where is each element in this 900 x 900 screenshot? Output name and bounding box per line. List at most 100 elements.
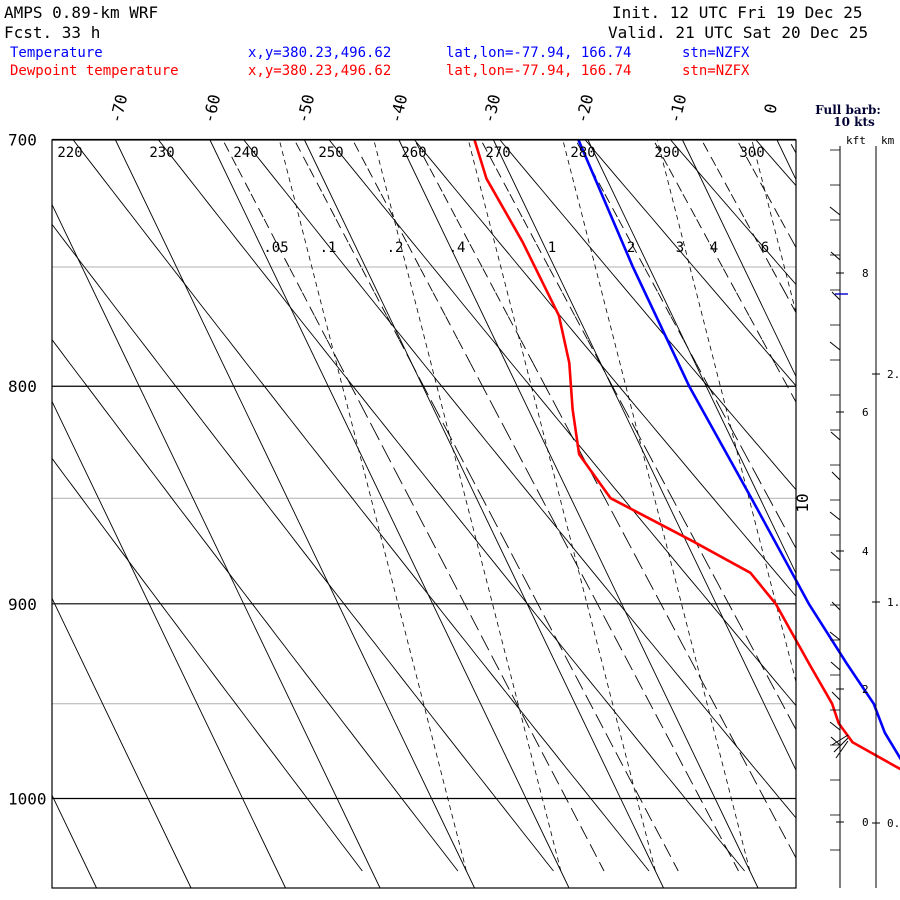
kft-tick-label: 6 (862, 406, 869, 419)
dry-adiabat-line (72, 139, 650, 872)
isotherm-label: -70 (106, 92, 131, 125)
kft-tick-label: 4 (862, 545, 869, 558)
isotherm-line (51, 401, 286, 889)
pressure-label: 700 (8, 131, 37, 150)
mixing-ratio-label: 6 (761, 240, 769, 256)
mixing-ratio-label: .4 (449, 240, 466, 256)
kft-axis-label: kft (846, 134, 866, 147)
legend-dewpoint-latlon: lat,lon=-77.94, 166.74 (446, 63, 631, 79)
km-tick-label: 2. (887, 368, 900, 381)
dry-adiabat-line (51, 224, 554, 872)
theta-label: 300 (739, 145, 764, 161)
barb-key-line1: Full barb: (815, 103, 881, 117)
dewpoint-line (473, 139, 900, 771)
kft-tick-label: 2 (862, 683, 869, 696)
wind-barb (831, 471, 841, 481)
legend-dewpoint-name: Dewpoint temperature (10, 63, 179, 79)
forecast-hour: Fcst. 33 h (4, 23, 100, 42)
wind-barb (831, 291, 841, 301)
isotherm-label: -30 (479, 92, 504, 125)
dry-adiabat-line (328, 139, 797, 706)
legend-temperature-xy: x,y=380.23,496.62 (248, 45, 391, 61)
wind-barb-cluster (831, 734, 849, 759)
kft-tick-label: 8 (862, 267, 869, 280)
legend-temperature-stn: stn=NZFX (682, 45, 750, 61)
moist-adiabat-line (656, 139, 797, 683)
isotherm-label: -60 (199, 92, 224, 125)
km-tick-label: 0. (887, 817, 900, 830)
wind-barb (829, 721, 841, 731)
isotherm-line (51, 795, 97, 889)
temperature-line (577, 138, 900, 761)
dry-adiabat-line (51, 458, 363, 872)
wind-barb (830, 431, 841, 441)
kft-tick-label: 0 (862, 816, 869, 829)
mixing-ratio-label: 4 (710, 240, 718, 256)
mixing-ratio-label: .2 (387, 240, 404, 256)
mixing-ratio-line (701, 139, 797, 313)
wind-barb (829, 511, 841, 521)
dry-adiabat-line (51, 339, 459, 872)
legend-temperature-name: Temperature (10, 45, 103, 61)
mixing-ratio-label: .1 (320, 240, 337, 256)
isotherm-line (51, 598, 192, 889)
theta-label: 230 (149, 145, 174, 161)
isotherm-line (493, 139, 797, 771)
wind-speed-label: 10 (793, 493, 812, 512)
wind-barb (830, 551, 841, 561)
mixing-ratio-line (575, 139, 797, 549)
isotherm-label: -10 (665, 92, 690, 125)
legend-temperature-latlon: lat,lon=-77.94, 166.74 (446, 45, 631, 61)
sounding-series (473, 138, 900, 771)
theta-label: 220 (57, 145, 82, 161)
legend-dewpoint-xy: x,y=380.23,496.62 (248, 63, 391, 79)
wind-barb (829, 206, 841, 216)
wind-barb (829, 341, 841, 351)
mixing-ratio-label: 3 (676, 240, 684, 256)
dry-adiabat-line (499, 139, 797, 490)
init-time: Init. 12 UTC Fri 19 Dec 25 (612, 3, 862, 22)
theta-label: 280 (570, 145, 595, 161)
mixing-ratio-label: 1 (548, 240, 556, 256)
pressure-label: 900 (8, 595, 37, 614)
background-lines (51, 138, 797, 889)
theta-label: 250 (318, 145, 343, 161)
mixing-ratio-line (294, 139, 679, 872)
mixing-ratio-line (653, 139, 797, 403)
km-axis-label: km (881, 134, 895, 147)
wind-barb (829, 631, 841, 641)
isotherm-line (776, 139, 797, 180)
theta-label: 240 (233, 145, 258, 161)
moist-adiabat-line (751, 139, 797, 313)
legend-dewpoint-stn: stn=NZFX (682, 63, 750, 79)
pressure-label: 1000 (8, 790, 47, 809)
isotherm-line (587, 139, 797, 574)
wind-barbs (829, 146, 849, 888)
isotherm-line (682, 139, 797, 377)
model-title: AMPS 0.89-km WRF (4, 3, 158, 22)
isotherm-label: -40 (386, 92, 411, 125)
dry-adiabat-line (584, 139, 797, 387)
barb-key-line2: 10 kts (833, 115, 875, 129)
isotherm-label: -20 (572, 92, 597, 125)
mixing-ratio-label: .05 (263, 240, 288, 256)
theta-label: 290 (654, 145, 679, 161)
km-tick-label: 1. (887, 596, 900, 609)
pressure-label: 800 (8, 377, 37, 396)
mixing-ratio-label: 2 (627, 240, 635, 256)
mixing-ratio-line (788, 139, 797, 154)
isotherm-line (398, 139, 759, 889)
isotherm-label: -50 (293, 92, 318, 125)
mixing-ratio-line (736, 139, 797, 248)
isotherm-line (209, 139, 570, 889)
isotherm-line (304, 139, 664, 889)
moist-adiabat-line (562, 139, 751, 872)
plot-frame (51, 139, 797, 889)
isotherm-line (115, 139, 475, 889)
isotherm-label: 0 (760, 102, 781, 116)
dry-adiabat-line (755, 139, 797, 186)
valid-time: Valid. 21 UTC Sat 20 Dec 25 (608, 23, 868, 42)
mixing-ratio-line (480, 139, 797, 730)
isotherm-line (51, 204, 381, 889)
